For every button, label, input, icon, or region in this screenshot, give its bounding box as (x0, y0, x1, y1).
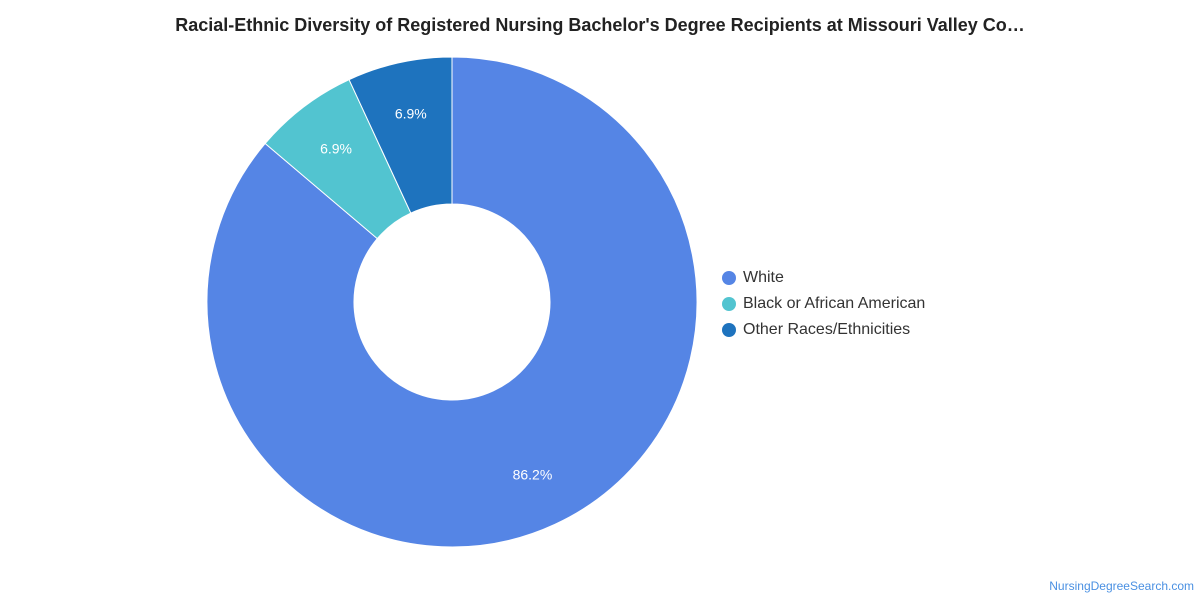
legend-swatch-black-or-african-american (722, 297, 736, 311)
source-watermark[interactable]: NursingDegreeSearch.com (1049, 579, 1194, 593)
legend-label-other-races-ethnicities: Other Races/Ethnicities (743, 321, 911, 338)
slice-label-white: 86.2% (513, 466, 553, 482)
legend-item-white[interactable]: White (722, 265, 925, 291)
slice-white[interactable] (206, 56, 698, 548)
legend-label-black-or-african-american: Black or African American (743, 295, 926, 312)
legend-item-other-races-ethnicities[interactable]: Other Races/Ethnicities (722, 317, 925, 343)
slice-label-black-or-african-american: 6.9% (320, 140, 352, 156)
legend-item-black-or-african-american[interactable]: Black or African American (722, 291, 925, 317)
legend-swatch-white (722, 271, 736, 285)
legend-swatch-other-races-ethnicities (722, 323, 736, 337)
slice-label-other-races-ethnicities: 6.9% (395, 106, 427, 122)
chart-legend: White Black or African American Other Ra… (722, 265, 925, 343)
chart-title: Racial-Ethnic Diversity of Registered Nu… (175, 15, 1025, 35)
legend-label-white: White (743, 269, 784, 286)
slice-other-races-ethnicities[interactable] (348, 56, 453, 214)
